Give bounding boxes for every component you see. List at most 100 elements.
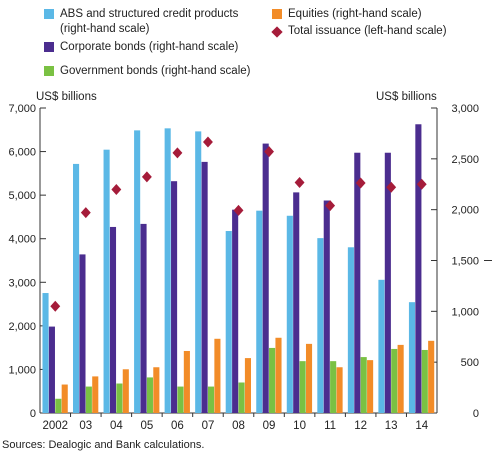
- left-tick-label: 2,000: [8, 321, 36, 333]
- right-tick-label: 500: [461, 357, 479, 369]
- markers-layer: [50, 136, 427, 312]
- bar: [244, 358, 251, 413]
- left-tick-label: 6,000: [8, 147, 36, 159]
- bar: [305, 343, 313, 413]
- bar: [225, 231, 232, 413]
- bar: [146, 377, 153, 413]
- total-issuance-marker: [416, 178, 427, 190]
- bar: [42, 293, 49, 413]
- bar: [421, 349, 428, 413]
- chart: 01,0002,0003,0004,0005,0006,0007,0000500…: [8, 103, 492, 432]
- total-issuance-marker: [355, 177, 366, 189]
- bar: [317, 238, 324, 413]
- bar: [299, 361, 306, 413]
- left-tick-label: 3,000: [8, 277, 36, 289]
- bar: [286, 215, 293, 413]
- bar: [262, 143, 269, 414]
- bar: [384, 152, 391, 413]
- bar: [140, 223, 147, 413]
- bar: [134, 130, 141, 413]
- bar: [428, 340, 435, 413]
- x-tick-label: 03: [79, 420, 92, 432]
- bar: [256, 210, 263, 413]
- bar: [109, 226, 117, 413]
- bars-layer: [42, 124, 435, 414]
- left-tick-label: 0: [30, 408, 36, 420]
- bar: [85, 386, 92, 413]
- abs-legend-swatch: [44, 9, 54, 19]
- left-axis-unit: US$ billions: [36, 91, 97, 103]
- equities-legend-label: Equities (right-hand scale): [288, 8, 422, 20]
- total-issuance-marker: [50, 300, 61, 312]
- total-issuance-marker: [111, 183, 122, 195]
- right-tick-label: 2,000: [451, 205, 479, 217]
- total-issuance-marker: [325, 200, 336, 212]
- bar: [408, 302, 416, 413]
- left-tick-label: 7,000: [8, 103, 36, 115]
- government-legend-swatch: [44, 66, 54, 76]
- equities-legend-swatch: [272, 9, 282, 19]
- bar: [378, 279, 385, 413]
- left-tick-label: 4,000: [8, 234, 36, 246]
- bar: [183, 350, 190, 413]
- total-legend-label: Total issuance (left-hand scale): [288, 25, 447, 37]
- bar: [73, 163, 80, 413]
- bar: [397, 344, 404, 413]
- bar: [201, 161, 208, 413]
- right-tick-label: 1,000: [451, 306, 479, 318]
- legend: ABS and structured credit products (righ…: [0, 0, 493, 90]
- total-issuance-marker: [294, 177, 305, 189]
- total-issuance-marker: [386, 181, 397, 193]
- x-tick-label: 13: [385, 420, 398, 432]
- total-issuance-marker: [264, 146, 274, 158]
- x-tick-label: 06: [171, 420, 184, 432]
- bar: [48, 326, 55, 413]
- bar: [171, 181, 178, 413]
- right-tick-label: 1,500: [451, 256, 479, 268]
- corporate-legend-label: Corporate bonds (right-hand scale): [60, 41, 239, 53]
- bar: [177, 386, 184, 413]
- bar: [55, 398, 62, 413]
- x-tick-label: 07: [202, 420, 215, 432]
- bar: [323, 200, 330, 413]
- left-tick-label: 5,000: [8, 190, 36, 202]
- bar: [232, 209, 239, 413]
- bar: [164, 128, 171, 414]
- bar: [195, 131, 202, 413]
- government-legend-label: Government bonds (right-hand scale): [60, 65, 251, 77]
- right-tick-label: 3,000: [451, 103, 479, 115]
- total-issuance-marker: [172, 147, 183, 159]
- bar: [415, 124, 422, 414]
- bar: [269, 347, 276, 413]
- bar: [153, 367, 160, 413]
- bar: [92, 376, 99, 413]
- bar: [347, 247, 354, 413]
- x-tick-label: 14: [415, 420, 428, 432]
- bar: [207, 386, 215, 413]
- abs-legend-label: ABS and structured credit products: [60, 8, 239, 20]
- x-tick-label: 04: [110, 420, 123, 432]
- total-issuance-marker: [141, 171, 152, 183]
- bar: [116, 383, 123, 413]
- bar: [122, 369, 129, 413]
- bar: [103, 149, 110, 413]
- bar: [214, 338, 221, 413]
- right-tick-label: 2,500: [451, 154, 479, 166]
- x-tick-label: 05: [140, 420, 153, 432]
- abs-legend-label-line2: (right-hand scale): [60, 23, 150, 35]
- bar: [79, 254, 86, 413]
- x-tick-label: 11: [324, 420, 336, 432]
- x-tick-label: 2002: [42, 420, 68, 432]
- bar: [61, 384, 68, 413]
- bar: [336, 367, 343, 413]
- total-issuance-marker: [233, 204, 244, 216]
- bar: [391, 348, 398, 413]
- bar: [330, 361, 337, 413]
- bar: [367, 360, 374, 413]
- bar: [275, 337, 282, 413]
- corporate-legend-swatch: [44, 42, 54, 52]
- bar: [238, 382, 245, 413]
- x-tick-label: 08: [232, 420, 245, 432]
- x-tick-label: 12: [354, 420, 367, 432]
- labels-layer: 01,0002,0003,0004,0005,0006,0007,0000500…: [8, 103, 479, 432]
